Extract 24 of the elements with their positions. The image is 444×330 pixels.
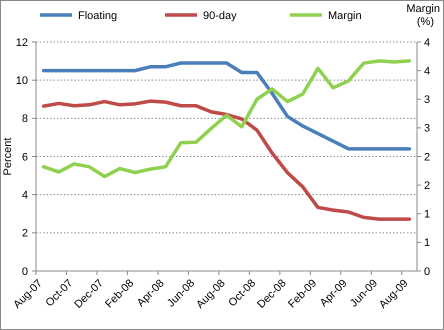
y2-tick-label: 1 bbox=[424, 237, 430, 250]
y2-tick-label: 1 bbox=[424, 208, 430, 221]
y-axis-title: Percent bbox=[2, 138, 14, 176]
y-tick-label: 2 bbox=[22, 228, 28, 240]
y-tick-label: 0 bbox=[22, 266, 28, 278]
line-series bbox=[42, 59, 412, 178]
y-tick-label: 4 bbox=[22, 190, 28, 202]
y2-tick-label: 4 bbox=[424, 36, 430, 49]
y-tick-label: 10 bbox=[16, 75, 28, 88]
y2-tick-label: 4 bbox=[424, 65, 430, 78]
legend-label: 90-day bbox=[203, 10, 238, 22]
y-tick-label: 8 bbox=[22, 113, 28, 126]
y2-axis-title: Margin (%) bbox=[406, 3, 440, 28]
y-tick-label: 6 bbox=[22, 151, 28, 164]
line-series bbox=[42, 99, 412, 221]
y2-tick-label: 2 bbox=[424, 151, 430, 164]
line-series bbox=[42, 61, 412, 151]
y2-tick-label: 3 bbox=[424, 94, 430, 106]
y2-tick-label: 3 bbox=[424, 122, 430, 135]
legend-label: Margin bbox=[328, 10, 362, 22]
y2-tick-label: 0 bbox=[424, 266, 430, 278]
y-tick-label: 12 bbox=[16, 36, 28, 49]
legend-label: Floating bbox=[78, 10, 118, 22]
y2-tick-label: 2 bbox=[424, 180, 430, 192]
